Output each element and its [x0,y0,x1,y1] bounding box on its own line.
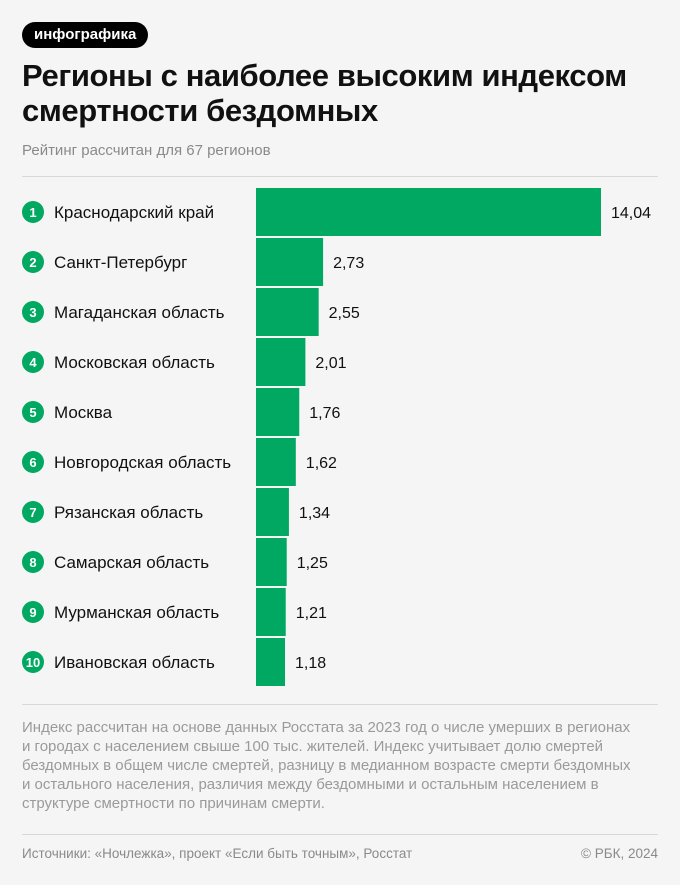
value-label-8: 1,25 [297,555,328,572]
rank-number-8: 8 [29,555,36,570]
copyright-text: © РБК, 2024 [581,846,658,861]
rank-circle-8 [22,551,44,573]
rank-number-1: 1 [29,205,36,220]
bar-3 [256,288,319,336]
value-label-1: 14,04 [611,205,651,222]
infographic-badge: инфографика [22,22,149,48]
bar-6 [256,438,296,486]
bar-4 [256,338,306,386]
region-label-3: Магаданская область [54,303,225,322]
sources-text: Источники: «Ночлежка», проект «Если быть… [22,846,413,861]
region-label-1: Краснодарский край [54,203,214,222]
rank-circle-1 [22,201,44,223]
rank-circle-7 [22,501,44,523]
value-label-7: 1,34 [299,505,330,522]
bar-2 [256,238,324,286]
footer-divider [22,834,658,835]
value-label-4: 2,01 [315,355,346,372]
value-label-6: 1,62 [306,455,337,472]
top-divider [22,176,658,177]
region-label-2: Санкт-Петербург [54,253,187,272]
bar-chart: 1 Краснодарский край 14,04 2 Санкт-Петербург… [22,188,651,686]
value-label-3: 2,55 [329,305,360,322]
value-label-9: 1,21 [296,605,327,622]
region-label-9: Мурманская область [54,603,219,622]
region-label-8: Самарская область [54,553,209,572]
region-label-6: Новгородская область [54,453,231,472]
bar-1 [256,188,601,236]
bar-7 [256,488,289,536]
bar-10 [256,638,285,686]
bottom-divider [22,704,658,705]
rank-number-7: 7 [29,505,36,520]
rank-circle-5 [22,401,44,423]
region-label-10: Ивановская область [54,653,215,672]
rank-circle-3 [22,301,44,323]
methodology-note: Индекс рассчитан на основе данных Росста… [22,719,631,812]
rank-circle-2 [22,251,44,273]
rank-number-2: 2 [29,255,36,270]
rank-number-10: 10 [26,655,40,670]
chart-subtitle: Рейтинг рассчитан для 67 регионов [22,142,271,159]
rank-circle-9 [22,601,44,623]
rank-number-3: 3 [29,305,36,320]
rank-circle-4 [22,351,44,373]
value-label-2: 2,73 [333,255,364,272]
bar-9 [256,588,286,636]
value-label-5: 1,76 [309,405,340,422]
bar-5 [256,388,300,436]
bar-8 [256,538,287,586]
value-label-10: 1,18 [295,655,326,672]
rank-circle-10 [22,651,44,673]
region-label-5: Москва [54,403,113,422]
region-label-7: Рязанская область [54,503,203,522]
rank-number-4: 4 [29,355,37,370]
rank-number-9: 9 [29,605,36,620]
region-label-4: Московская область [54,353,215,372]
rank-number-5: 5 [29,405,36,420]
rank-number-6: 6 [29,455,36,470]
chart-title: Регионы с наиболее высоким индексом смер… [22,58,627,128]
rank-circle-6 [22,451,44,473]
